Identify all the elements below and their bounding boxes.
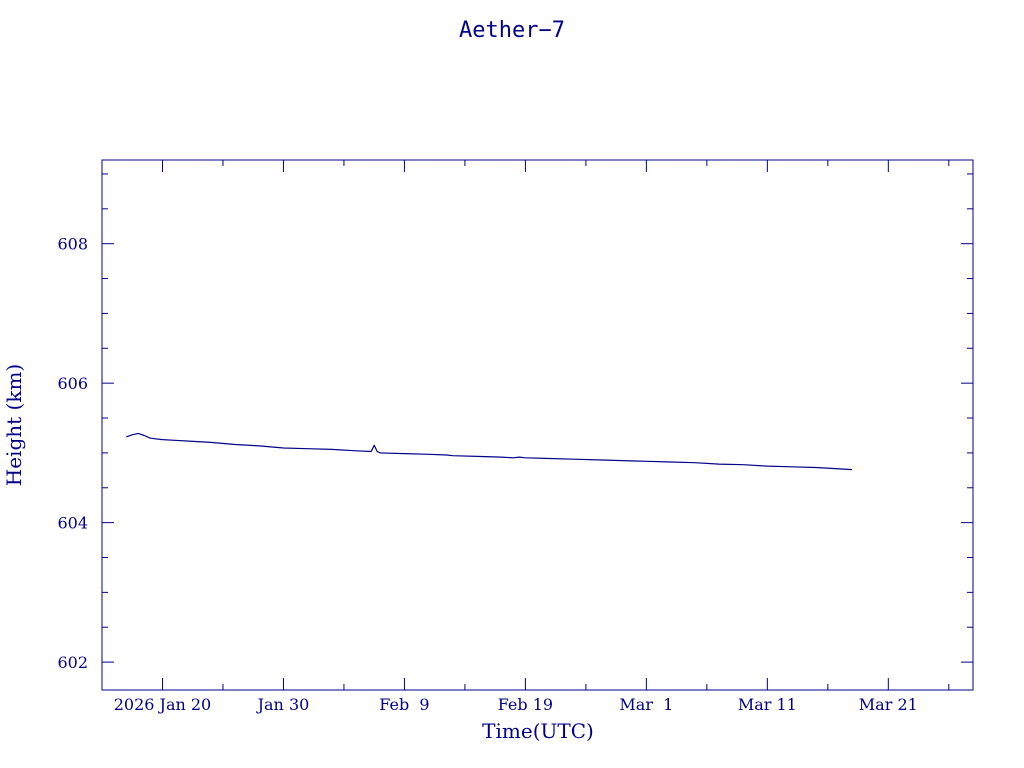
x-axis: 2026 Jan 20 Jan 30 Feb 9 Feb 19 Mar 1 Mar 11 M… [101, 160, 950, 714]
y-tick-label: 604 [57, 514, 88, 533]
x-tick-label: Feb 19 [498, 695, 553, 714]
y-axis: 602 604 606 608 [57, 173, 973, 672]
series-line [126, 432, 853, 471]
x-tick-label: Mar 11 [738, 695, 797, 714]
x-tick-label: Jan 30 [256, 695, 310, 714]
x-tick-label: Feb 9 [379, 695, 429, 714]
x-tick-label: Mar 21 [859, 695, 918, 714]
x-tick-label: Mar 1 [619, 695, 673, 714]
chart-title: Aether−7 [459, 18, 565, 43]
x-tick-label: 2026 Jan 20 [114, 695, 212, 714]
y-tick-label: 606 [57, 374, 88, 393]
plot-frame [101, 159, 974, 691]
y-tick-label: 602 [57, 653, 88, 672]
y-tick-label: 608 [57, 235, 88, 254]
y-axis-label: Height (km) [2, 364, 26, 486]
x-axis-label: Time(UTC) [482, 719, 594, 743]
